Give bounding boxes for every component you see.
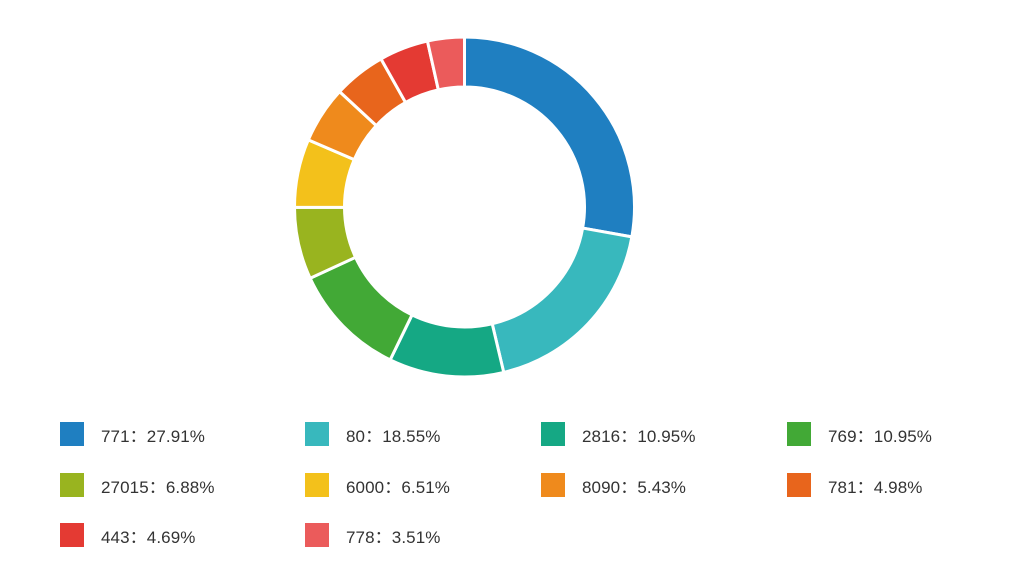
- legend-label: 769：10.95%: [828, 426, 933, 446]
- donut-slice-778[interactable]: [425, 35, 466, 92]
- legend-label: 443：4.69%: [101, 527, 196, 547]
- donut-chart: [292, 35, 636, 379]
- legend-swatch: [787, 422, 811, 446]
- legend-swatch: [305, 523, 329, 547]
- legend-swatch: [541, 422, 565, 446]
- legend-item-443[interactable]: 443：4.69%: [60, 523, 195, 547]
- donut-slice-771[interactable]: [463, 35, 636, 239]
- legend-label: 781：4.98%: [828, 477, 923, 497]
- legend-label: 778：3.51%: [346, 527, 441, 547]
- legend-label: 80：18.55%: [346, 426, 441, 446]
- legend-item-781[interactable]: 781：4.98%: [787, 473, 922, 497]
- legend-item-778[interactable]: 778：3.51%: [305, 523, 440, 547]
- legend-swatch: [305, 422, 329, 446]
- legend-item-27015[interactable]: 27015：6.88%: [60, 473, 215, 497]
- legend-label: 8090：5.43%: [582, 477, 687, 497]
- legend-label: 771：27.91%: [101, 426, 206, 446]
- legend-item-769[interactable]: 769：10.95%: [787, 422, 932, 446]
- legend-swatch: [541, 473, 565, 497]
- legend-item-80[interactable]: 80：18.55%: [305, 422, 440, 446]
- legend-item-2816[interactable]: 2816：10.95%: [541, 422, 696, 446]
- legend-swatch: [787, 473, 811, 497]
- legend-swatch: [60, 473, 84, 497]
- legend-swatch: [305, 473, 329, 497]
- legend-item-8090[interactable]: 8090：5.43%: [541, 473, 686, 497]
- legend-item-6000[interactable]: 6000：6.51%: [305, 473, 450, 497]
- legend-swatch: [60, 523, 84, 547]
- legend-label: 27015：6.88%: [101, 477, 215, 497]
- legend-label: 2816：10.95%: [582, 426, 696, 446]
- legend-swatch: [60, 422, 84, 446]
- legend-label: 6000：6.51%: [346, 477, 451, 497]
- legend-item-771[interactable]: 771：27.91%: [60, 422, 205, 446]
- donut-slice-80[interactable]: [490, 226, 634, 374]
